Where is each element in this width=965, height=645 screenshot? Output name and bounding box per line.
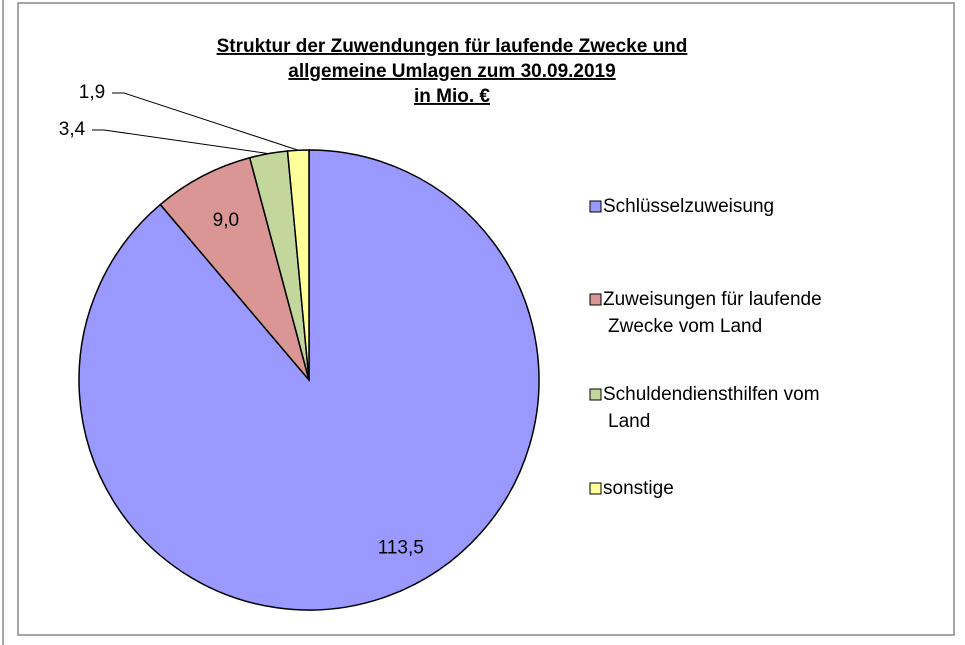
chart-title: in Mio. € [414,86,490,107]
legend-label: sonstige [603,478,674,499]
data-label: 9,0 [213,210,239,231]
legend-swatch [589,388,602,401]
legend-label: Schlüsselzuweisung [603,196,774,217]
chart-title: allgemeine Umlagen zum 30.09.2019 [288,61,615,82]
legend-swatch [589,482,602,495]
data-label: 1,9 [79,82,105,103]
data-label: 3,4 [59,119,86,140]
legend-swatch [589,200,602,213]
pie-slice [159,156,310,381]
chart-title: Struktur der Zuwendungen für laufende Zw… [217,36,688,57]
pie-slice [78,149,540,611]
data-label: 113,5 [378,537,424,558]
leader-line [112,92,299,151]
leader-line [92,129,269,155]
legend-label: Zuweisungen für laufende Zwecke vom Land [603,289,827,337]
legend-label: Schuldendiensthilfen vom Land [603,384,825,432]
legend-swatch [589,293,602,306]
